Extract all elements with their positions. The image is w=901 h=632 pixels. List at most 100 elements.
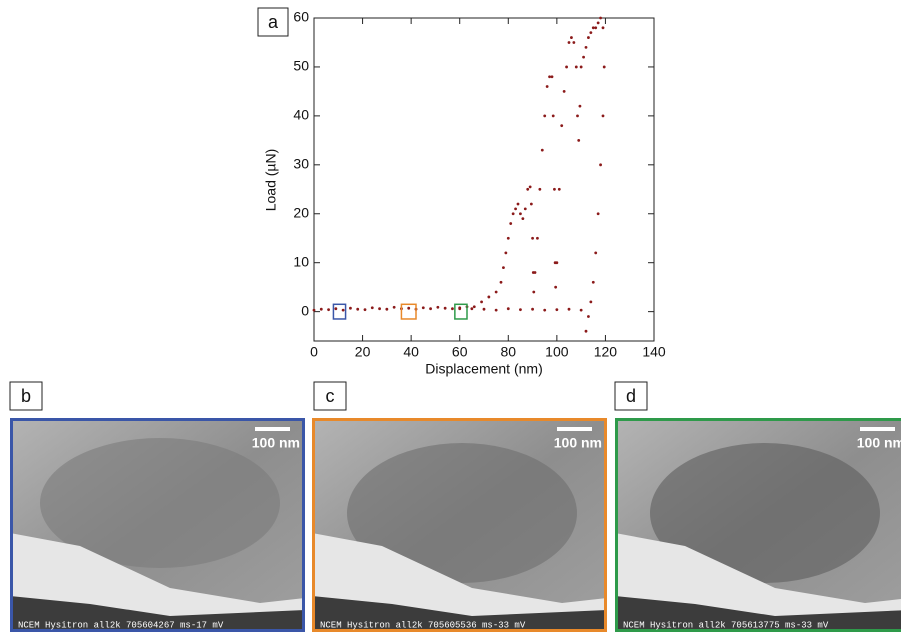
point: [594, 26, 598, 30]
point: [334, 307, 338, 311]
point: [511, 212, 515, 216]
point: [528, 185, 532, 189]
panel-label: d: [626, 386, 636, 406]
x-axis-label: Displacement (nm): [425, 361, 542, 377]
x-tick-label: 120: [594, 344, 618, 360]
panel-label-box: [9, 381, 43, 411]
point: [596, 21, 600, 25]
point: [591, 280, 595, 284]
point: [526, 187, 530, 191]
point: [589, 300, 593, 304]
panel: 100 nm NCEM Hysitron all2k 705605536 ms-…: [312, 418, 607, 632]
point: [519, 308, 522, 312]
point: [587, 315, 590, 318]
point: [480, 300, 483, 304]
point: [550, 75, 554, 79]
highlight-box: [400, 303, 417, 320]
x-tick-label: 20: [355, 344, 371, 360]
caption: NCEM Hysitron all2k 705604267 ms-17 mV: [18, 620, 224, 630]
point: [533, 271, 537, 274]
point: [582, 55, 585, 59]
point: [312, 308, 316, 312]
point: [319, 307, 323, 311]
point: [548, 75, 551, 79]
y-tick-label: 40: [293, 107, 309, 123]
point: [553, 187, 556, 191]
panel-label: c: [326, 386, 335, 406]
point: [562, 90, 566, 93]
point: [523, 207, 527, 211]
y-tick-label: 10: [293, 253, 309, 269]
point: [519, 212, 522, 216]
y-tick-label: 50: [293, 58, 309, 74]
point: [584, 329, 588, 333]
point: [599, 16, 602, 20]
panel: 100 nm NCEM Hysitron all2k 705613775 ms-…: [615, 418, 901, 632]
point: [555, 308, 559, 312]
point: [554, 285, 558, 289]
point: [551, 114, 555, 118]
x-tick-label: 60: [452, 344, 468, 360]
point: [392, 305, 396, 309]
panel: 100 nm NCEM Hysitron all2k 705604267 ms-…: [10, 418, 305, 632]
point: [572, 41, 576, 44]
point: [506, 236, 510, 240]
point: [536, 236, 539, 240]
point: [529, 202, 533, 206]
point: [509, 222, 513, 225]
point: [499, 280, 503, 284]
point: [407, 306, 411, 310]
x-tick-label: 40: [403, 344, 419, 360]
caption: NCEM Hysitron all2k 705605536 ms-33 mV: [320, 620, 526, 630]
scale-bar-label: 100 nm: [252, 435, 300, 451]
point: [601, 114, 605, 118]
panels: 100 nm NCEM Hysitron all2k 705604267 ms-…: [9, 381, 901, 632]
x-tick-label: 100: [545, 344, 569, 360]
point: [385, 307, 389, 311]
scale-bar-label: 100 nm: [554, 435, 602, 451]
x-tick-label: 0: [310, 344, 318, 360]
point: [576, 114, 579, 118]
point: [543, 114, 547, 118]
point: [370, 306, 374, 310]
x-tick-label: 80: [500, 344, 516, 360]
y-axis-label: Load (µN): [263, 149, 279, 212]
point: [570, 36, 573, 39]
point: [599, 163, 602, 167]
panel-label: b: [21, 386, 31, 406]
scale-bar-label: 100 nm: [857, 435, 901, 451]
point: [514, 207, 517, 211]
point: [560, 124, 564, 128]
point: [531, 307, 534, 311]
point: [540, 148, 544, 152]
point: [591, 26, 595, 30]
point: [557, 187, 561, 191]
panel-label: a: [268, 12, 279, 32]
point: [596, 212, 600, 216]
y-tick-label: 60: [293, 9, 309, 25]
point: [567, 41, 571, 44]
point: [502, 266, 505, 269]
point: [472, 305, 476, 309]
point: [574, 65, 578, 69]
point: [363, 308, 367, 312]
point: [584, 45, 588, 49]
point: [602, 65, 606, 69]
point: [601, 26, 605, 30]
panel-label-box: [614, 381, 648, 411]
point: [378, 307, 381, 311]
y-tick-label: 30: [293, 156, 309, 172]
point: [421, 306, 425, 310]
point: [578, 104, 582, 108]
point: [555, 261, 559, 265]
point: [538, 187, 542, 191]
highlight-box: [454, 303, 468, 320]
point: [429, 307, 432, 311]
point: [506, 307, 510, 311]
point: [516, 202, 520, 206]
point: [504, 251, 508, 255]
point: [531, 236, 534, 240]
point: [494, 290, 498, 294]
highlight-box: [332, 303, 347, 320]
